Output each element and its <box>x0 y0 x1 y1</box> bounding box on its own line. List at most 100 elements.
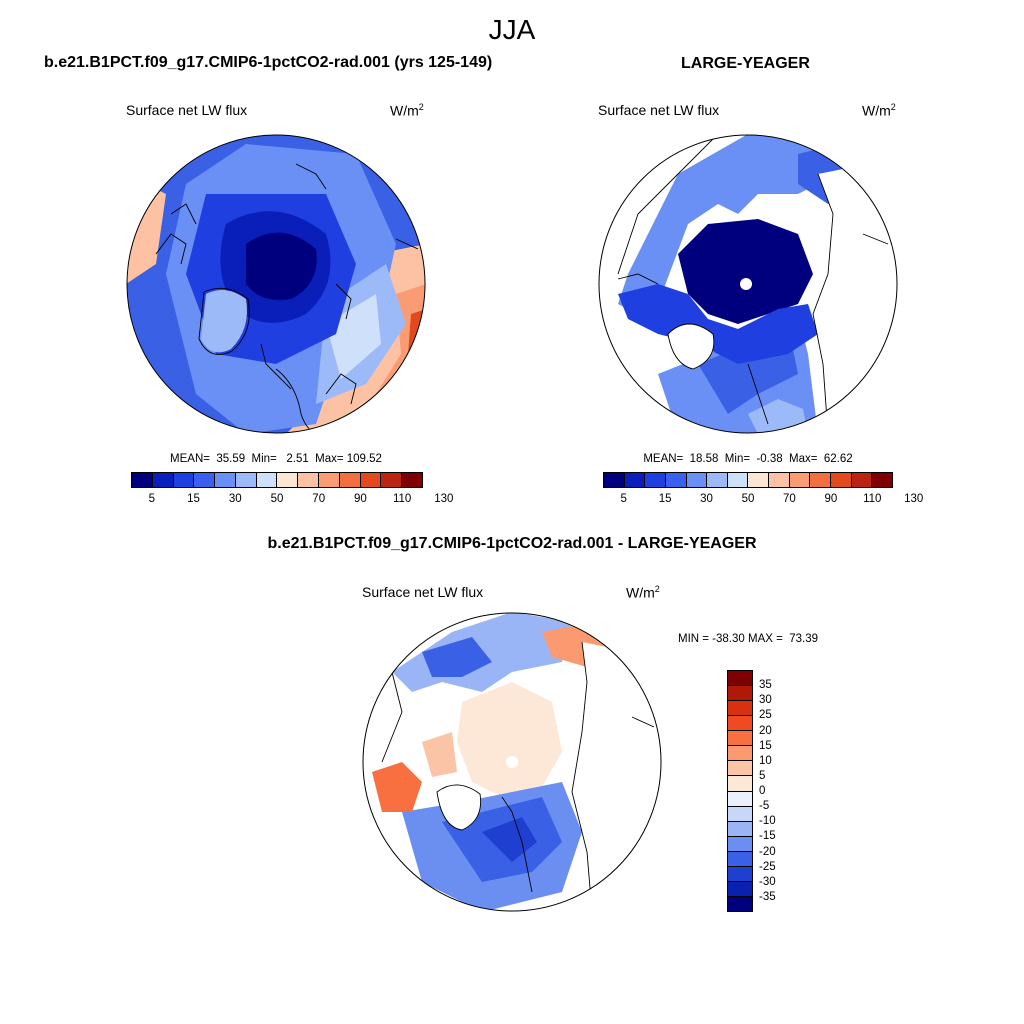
colorbar-box <box>319 473 340 487</box>
panel2-field-north-ocean <box>618 135 838 314</box>
colorbar-box <box>728 761 752 777</box>
panel3-field-west-pos <box>372 762 422 812</box>
colorbar-box <box>728 821 752 837</box>
colorbar-tick-label: 5 <box>148 493 156 505</box>
colorbar-box <box>810 473 832 487</box>
panel3-field-west-pos-2 <box>422 732 457 777</box>
panel3-greenland-mask <box>437 784 481 830</box>
colorbar-box <box>381 473 403 487</box>
panel2-colorbar <box>603 472 893 488</box>
colorbar-tick-label: 15 <box>658 493 672 505</box>
colorbar-tick-label: 50 <box>270 493 284 505</box>
colorbar-box <box>728 701 752 717</box>
panel3-case-title: b.e21.B1PCT.f09_g17.CMIP6-1pctCO2-rad.00… <box>267 535 757 552</box>
colorbar-box <box>665 473 687 487</box>
panel2-variable-label: Surface net LW flux <box>598 102 720 118</box>
colorbar-box <box>604 473 625 487</box>
colorbar-box <box>256 473 278 487</box>
colorbar-tick-label: 50 <box>741 493 755 505</box>
colorbar-box <box>728 686 752 702</box>
colorbar-tick-label: -10 <box>759 815 776 828</box>
colorbar-box <box>624 473 646 487</box>
colorbar-box <box>728 776 752 792</box>
panel3-variable-label: Surface net LW flux <box>362 584 484 600</box>
colorbar-tick-label: 90 <box>354 493 367 505</box>
colorbar-box <box>728 866 752 882</box>
panel3-coastlines <box>381 641 655 911</box>
colorbar-box <box>235 473 257 487</box>
colorbar-tick-label: 70 <box>783 493 796 505</box>
colorbar-box <box>298 473 320 487</box>
panel3-colorbar-labels: 35 30 25 20 15 10 5 0 -5 -10 -15 -20 -25 -30 -35 <box>759 670 799 910</box>
panel1-stats: MEAN= 35.59 Min= 2.51 Max= 109.52 <box>170 453 382 465</box>
panel2-coastlines <box>617 135 889 433</box>
colorbar-tick-label: 15 <box>759 739 772 752</box>
panel2-stats: MEAN= 18.58 Min= -0.38 Max= 62.62 <box>643 453 853 465</box>
colorbar-tick-label: 30 <box>759 694 772 707</box>
colorbar-box <box>789 473 811 487</box>
colorbar-box <box>728 881 752 897</box>
colorbar-tick-label: -35 <box>759 890 776 903</box>
colorbar-tick-label: 5 <box>759 769 766 782</box>
panel3-field-central-pos <box>457 682 562 797</box>
panel2-field-central-core <box>678 219 813 324</box>
panel2-case-title: LARGE-YEAGER <box>681 55 810 72</box>
colorbar-box <box>728 836 752 852</box>
panel1-units-label: W/m2 <box>390 102 424 119</box>
panel1-coastlines <box>155 163 419 433</box>
figure-title: JJA <box>488 14 536 45</box>
panel3-pole-hole <box>506 756 518 768</box>
panel1-variable-label: Surface net LW flux <box>126 102 248 118</box>
colorbar-box <box>769 473 790 487</box>
colorbar-box <box>277 473 299 487</box>
colorbar-box <box>152 473 174 487</box>
colorbar-box <box>215 473 236 487</box>
colorbar-tick-label: 5 <box>620 493 627 505</box>
colorbar-box <box>194 473 216 487</box>
panel2-colorbar-labels: 5 15 30 50 70 90 110 130 <box>603 493 924 507</box>
panel2-polar-map <box>598 134 898 434</box>
colorbar-tick-label: 90 <box>824 493 838 505</box>
colorbar-tick-label: 130 <box>904 493 924 505</box>
colorbar-box <box>728 806 752 822</box>
panel3-field-north-neg-strong <box>422 637 492 677</box>
panel3-field-south-neg-core <box>482 817 537 862</box>
colorbar-tick-label: 25 <box>759 709 772 722</box>
colorbar-box <box>831 473 852 487</box>
colorbar-tick-label: 35 <box>759 679 772 692</box>
colorbar-box <box>173 473 195 487</box>
colorbar-tick-label: 10 <box>759 754 772 767</box>
colorbar-tick-label: -25 <box>759 860 776 873</box>
panel3-colorbar <box>727 670 753 912</box>
colorbar-box <box>872 473 892 487</box>
colorbar-box <box>728 851 752 867</box>
colorbar-box <box>728 896 752 911</box>
panel1-case-title: b.e21.B1PCT.f09_g17.CMIP6-1pctCO2-rad.00… <box>44 54 493 71</box>
panel2-greenland-mask <box>668 324 714 369</box>
colorbar-tick-label: -20 <box>759 845 776 858</box>
panel2-units-label: W/m2 <box>862 102 896 119</box>
colorbar-box <box>686 473 708 487</box>
colorbar-box <box>645 473 666 487</box>
colorbar-tick-label: 20 <box>759 724 772 737</box>
colorbar-box <box>360 473 382 487</box>
panel2-pole-hole <box>740 278 752 290</box>
colorbar-box <box>728 746 752 762</box>
colorbar-box <box>728 716 752 732</box>
colorbar-tick-label: 110 <box>392 493 412 505</box>
colorbar-box <box>727 473 749 487</box>
colorbar-box <box>707 473 728 487</box>
colorbar-tick-label: 110 <box>863 493 882 505</box>
colorbar-tick-label: 30 <box>228 493 242 505</box>
colorbar-tick-label: 30 <box>700 493 713 505</box>
panel2-map-boundary <box>598 134 898 434</box>
panel1-polar-map <box>126 134 426 434</box>
panel3-map-boundary <box>362 612 662 912</box>
panel3-polar-map <box>362 612 662 912</box>
colorbar-tick-label: 70 <box>312 493 326 505</box>
panel1-field-greenland <box>201 290 247 353</box>
colorbar-box <box>339 473 361 487</box>
colorbar-tick-label: -5 <box>759 800 770 813</box>
colorbar-tick-label: 0 <box>759 785 766 797</box>
colorbar-box <box>851 473 873 487</box>
